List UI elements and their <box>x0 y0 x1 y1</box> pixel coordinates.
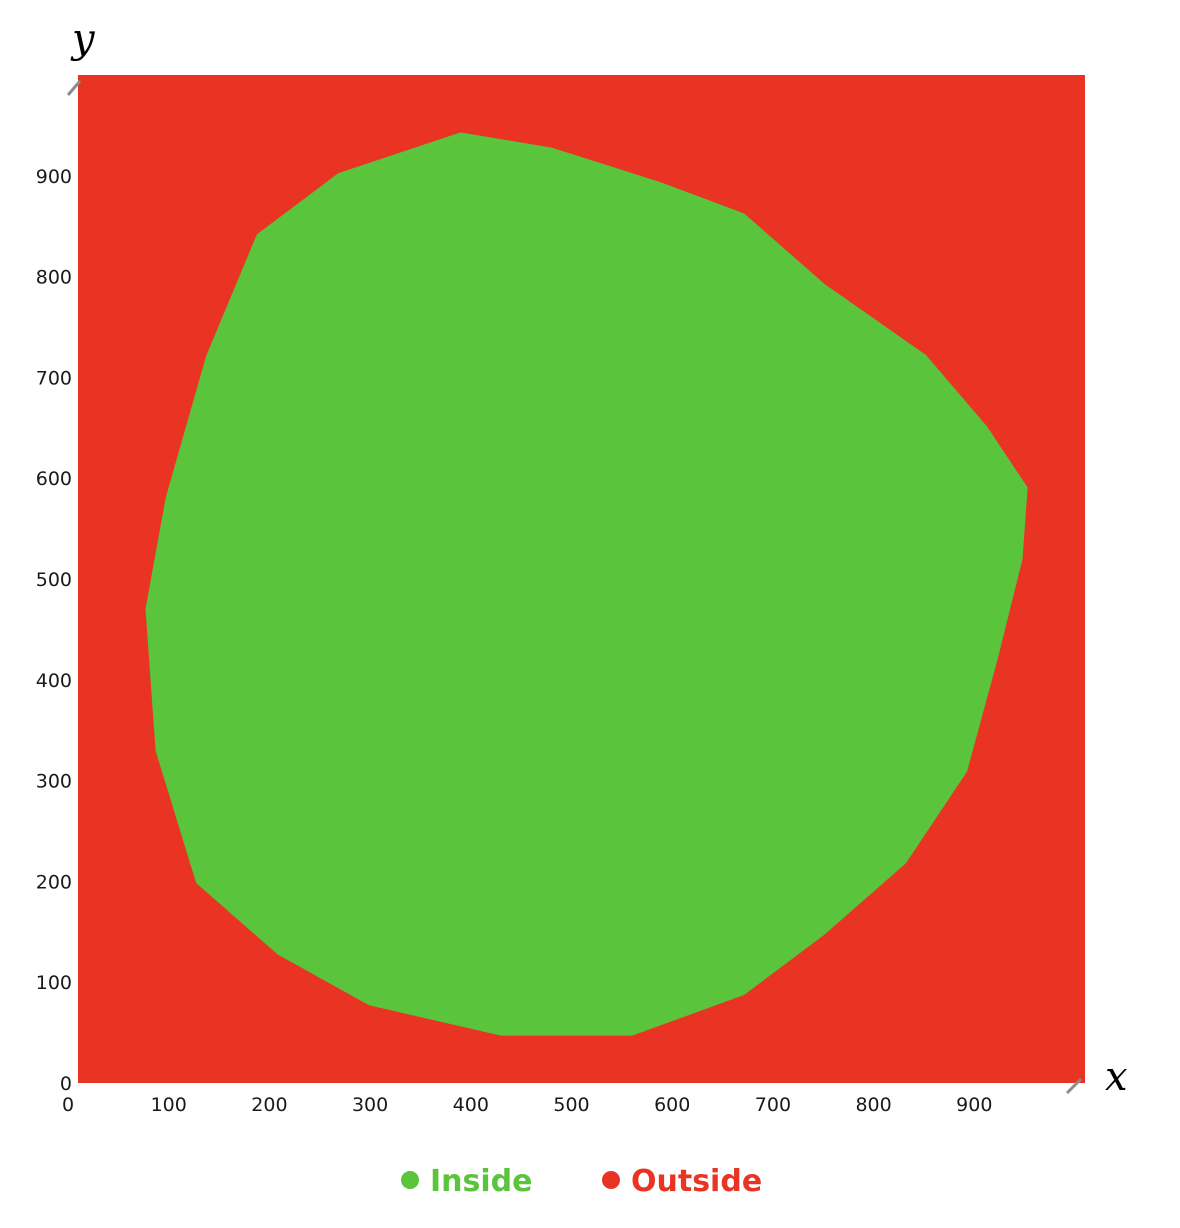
y-tick-label: 600 <box>36 468 72 490</box>
x-axis-ticks: 0 100 200 300 400 500 600 700 800 900 <box>62 1094 992 1116</box>
x-tick-label: 700 <box>755 1094 791 1116</box>
y-tick-label: 800 <box>36 267 72 289</box>
y-tick-label: 300 <box>36 771 72 793</box>
inside-region <box>145 132 1028 1036</box>
legend-label: Inside <box>430 1164 532 1199</box>
plot-area <box>78 75 1085 1083</box>
y-tick-label: 200 <box>36 871 72 893</box>
x-tick-label: 200 <box>251 1094 287 1116</box>
y-tick-label: 900 <box>36 166 72 188</box>
x-tick-label: 900 <box>956 1094 992 1116</box>
x-tick-label: 400 <box>453 1094 489 1116</box>
y-tick-label: 0 <box>60 1073 72 1095</box>
legend-item-inside: Inside <box>401 1164 532 1199</box>
y-tick-label: 400 <box>36 670 72 692</box>
x-tick-label: 500 <box>553 1094 589 1116</box>
x-axis-cap <box>1065 1077 1083 1095</box>
x-axis-label: x <box>1105 1054 1128 1100</box>
legend-marker <box>401 1171 419 1189</box>
axes <box>66 80 1083 1095</box>
y-tick-label: 100 <box>36 972 72 994</box>
y-axis-label: y <box>70 16 96 62</box>
x-tick-label: 300 <box>352 1094 388 1116</box>
legend-label: Outside <box>631 1164 762 1199</box>
y-tick-label: 500 <box>36 569 72 591</box>
x-tick-label: 0 <box>62 1094 74 1116</box>
x-tick-label: 100 <box>151 1094 187 1116</box>
legend: Inside Outside <box>401 1164 762 1199</box>
legend-item-outside: Outside <box>602 1164 762 1199</box>
x-tick-label: 600 <box>654 1094 690 1116</box>
legend-marker <box>602 1171 620 1189</box>
y-tick-label: 700 <box>36 367 72 389</box>
y-axis-ticks: 0 100 200 300 400 500 600 700 800 900 <box>36 166 72 1095</box>
x-tick-label: 800 <box>855 1094 891 1116</box>
y-axis-cap <box>66 80 82 96</box>
